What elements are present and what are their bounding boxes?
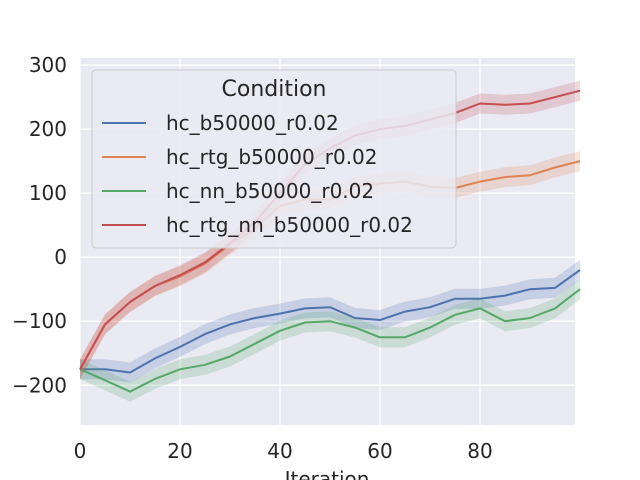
legend-entry: hc_b50000_r0.02 (166, 111, 339, 135)
y-tick-label: 300 (29, 53, 67, 77)
legend-entry: hc_rtg_b50000_r0.02 (166, 145, 378, 169)
series-line-2 (79, 288, 581, 393)
x-tick-label: 80 (467, 439, 492, 463)
y-tick-labels: −200 −100 0 100 200 300 (12, 53, 67, 397)
x-tick-labels: 0 20 40 60 80 (74, 439, 493, 463)
legend-items: hc_b50000_r0.02 hc_rtg_b50000_r0.02 hc_nn_… (102, 111, 413, 237)
x-axis-label: Iteration (285, 467, 370, 480)
x-tick-label: 60 (367, 439, 392, 463)
x-tick-label: 20 (167, 439, 192, 463)
y-tick-label: −200 (12, 373, 67, 397)
legend-box (91, 69, 457, 249)
legend-title: Condition (222, 77, 327, 102)
legend-entry: hc_nn_b50000_r0.02 (166, 179, 374, 203)
y-tick-label: 0 (54, 245, 67, 269)
y-tick-label: −100 (12, 309, 67, 333)
y-tick-label: 200 (29, 117, 67, 141)
x-tick-label: 0 (74, 439, 87, 463)
y-tick-label: 100 (29, 181, 67, 205)
x-tick-label: 40 (267, 439, 292, 463)
legend: Condition hc_b50000_r0.02 hc_rtg_b50000_r… (91, 69, 457, 249)
legend-entry: hc_rtg_nn_b50000_r0.02 (166, 213, 413, 237)
series-band-0 (80, 260, 580, 383)
series-line-0 (80, 269, 581, 374)
series-band-2 (80, 279, 580, 402)
